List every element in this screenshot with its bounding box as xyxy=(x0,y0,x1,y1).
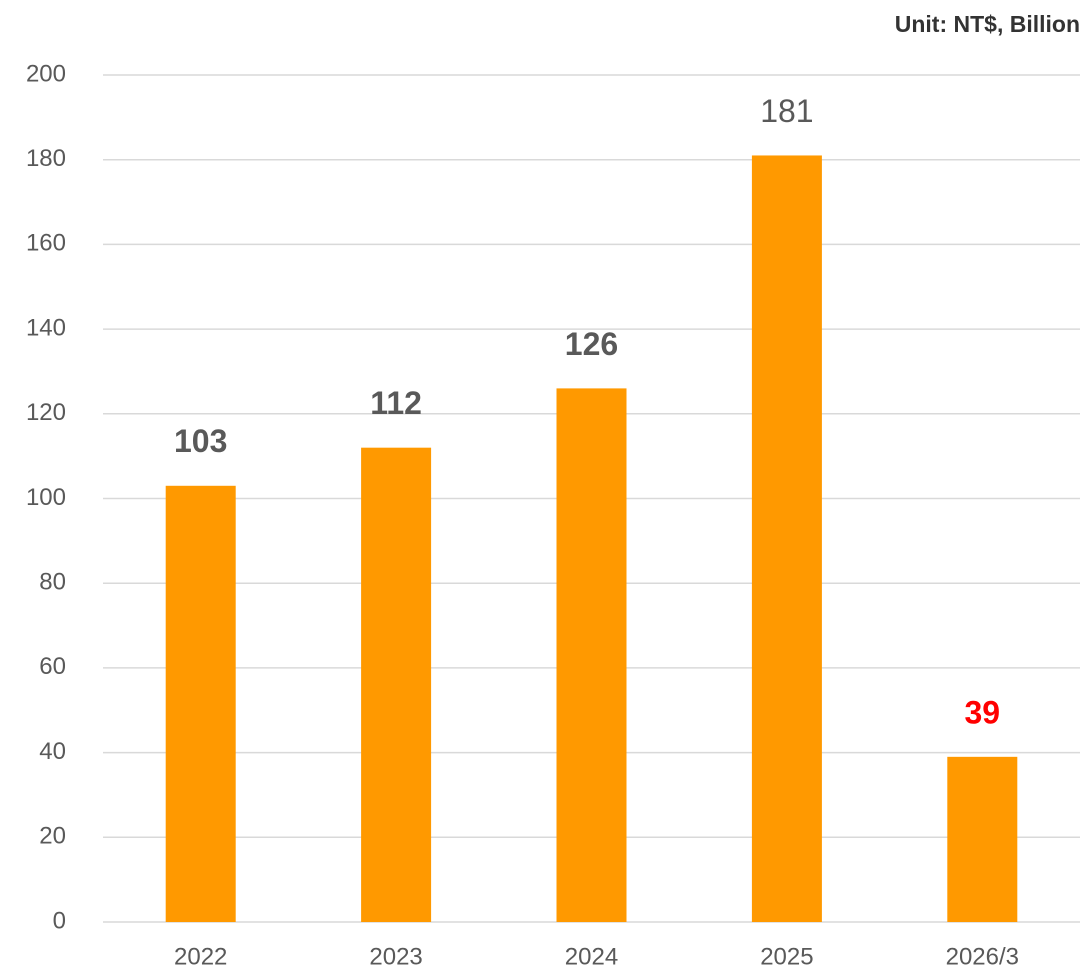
x-tick-label: 2023 xyxy=(369,943,422,970)
y-tick-label: 60 xyxy=(39,653,66,680)
x-tick-label: 2025 xyxy=(760,943,813,970)
x-tick-label: 2026/3 xyxy=(946,943,1019,970)
bar xyxy=(165,485,236,922)
y-tick-label: 20 xyxy=(39,823,66,850)
value-label: 181 xyxy=(760,93,813,129)
y-tick-label: 160 xyxy=(26,230,66,257)
y-tick-label: 140 xyxy=(26,314,66,341)
y-tick-label: 120 xyxy=(26,399,66,426)
value-label: 39 xyxy=(965,694,1001,730)
y-tick-label: 200 xyxy=(26,60,66,87)
bar xyxy=(751,155,822,923)
value-label: 103 xyxy=(174,423,227,459)
y-tick-label: 0 xyxy=(53,907,66,934)
x-tick-label: 2024 xyxy=(565,943,618,970)
value-label: 112 xyxy=(370,385,422,421)
x-tick-label: 2022 xyxy=(174,943,227,970)
y-tick-label: 100 xyxy=(26,484,66,511)
y-tick-label: 80 xyxy=(39,569,66,596)
bar xyxy=(361,447,432,922)
y-tick-label: 40 xyxy=(39,738,66,765)
unit-annotation: Unit: NT$, Billion xyxy=(895,11,1080,37)
bar xyxy=(947,756,1018,922)
y-tick-label: 180 xyxy=(26,145,66,172)
bar xyxy=(556,388,627,922)
value-label: 126 xyxy=(565,326,618,362)
